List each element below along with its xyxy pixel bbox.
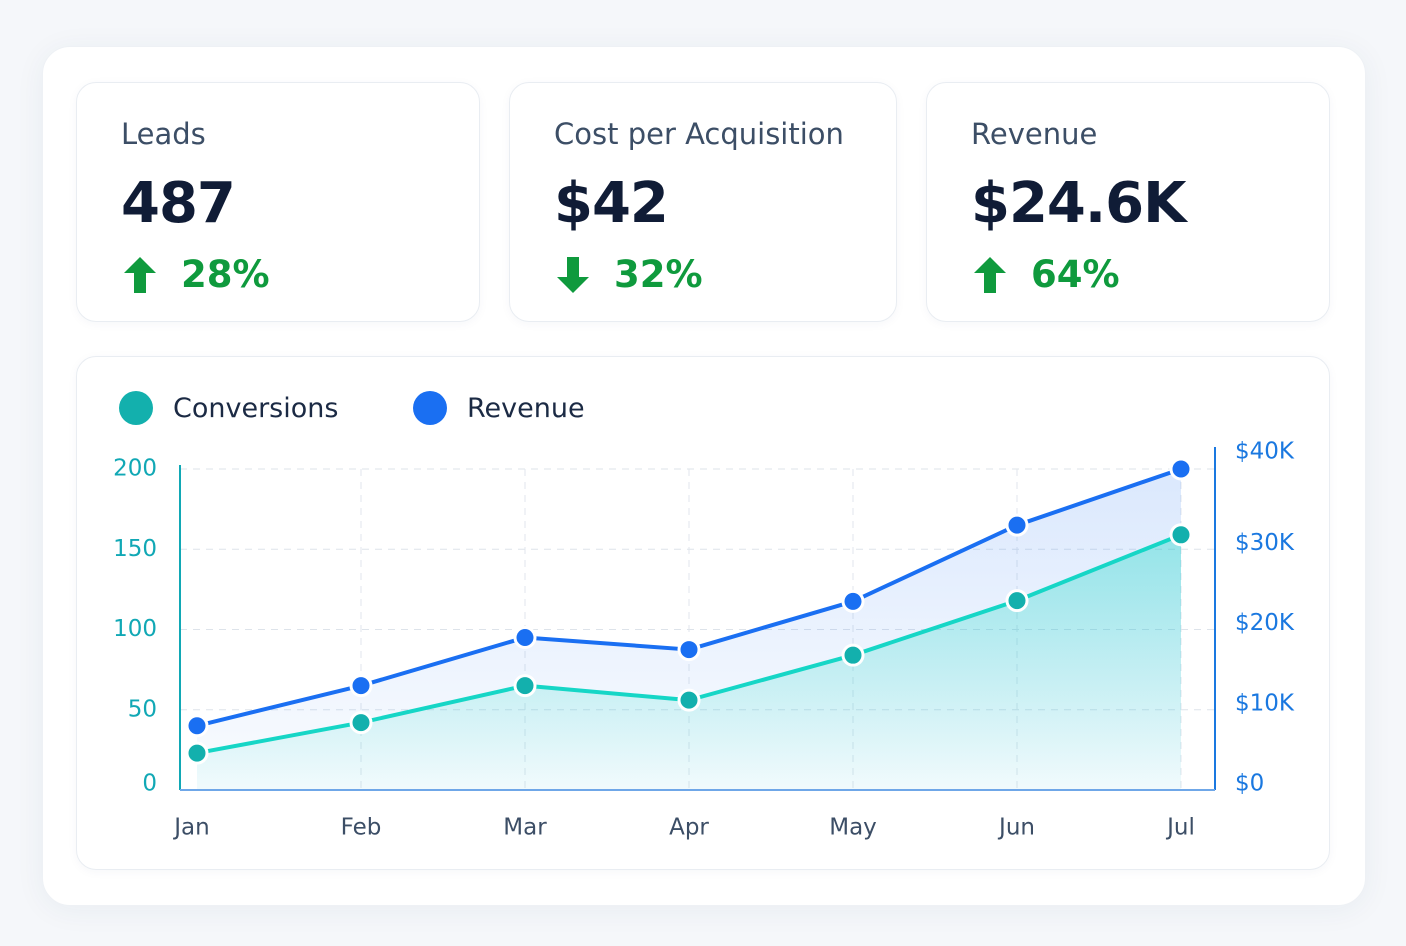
revenue-point bbox=[841, 589, 865, 613]
revenue-point bbox=[1005, 513, 1029, 537]
legend-label: Conversions bbox=[173, 392, 339, 424]
legend-swatch-revenue bbox=[413, 391, 447, 425]
y-left-tick-label: 0 bbox=[142, 771, 157, 797]
revenue-point bbox=[1169, 457, 1193, 481]
kpi-label: Revenue bbox=[971, 117, 1098, 151]
x-tick-label: Jan bbox=[172, 815, 209, 841]
kpi-change: 28% bbox=[121, 253, 270, 296]
revenue-point bbox=[349, 674, 373, 698]
y-right-tick-label: $40K bbox=[1235, 439, 1295, 465]
kpi-card-leads: Leads 487 28% bbox=[76, 82, 480, 322]
y-left-tick-label: 200 bbox=[113, 456, 157, 482]
y-right-tick-label: $10K bbox=[1235, 690, 1295, 716]
line-chart: 0 50 100 150 200 $0 $10K $20K $30K $40K Jan Feb Mar A… bbox=[113, 439, 1295, 841]
x-tick-label: May bbox=[829, 815, 877, 841]
conversions-point bbox=[1169, 523, 1193, 547]
conversions-area bbox=[197, 534, 1181, 790]
y-left-tick-label: 150 bbox=[113, 536, 157, 562]
conversions-point bbox=[1005, 589, 1029, 613]
kpi-value: $24.6K bbox=[971, 171, 1187, 236]
legend-swatch-conversions bbox=[119, 391, 153, 425]
revenue-point bbox=[677, 638, 701, 662]
y-left-tick-label: 50 bbox=[128, 696, 157, 722]
legend-label: Revenue bbox=[467, 392, 585, 424]
chart-card: Conversions Revenue 0 50 100 150 200 $0 $10K $2… bbox=[76, 356, 1330, 870]
kpi-value: $42 bbox=[554, 171, 669, 236]
x-tick-label: Jun bbox=[997, 815, 1035, 841]
conversions-point bbox=[677, 688, 701, 712]
conversions-point bbox=[185, 741, 209, 765]
conversions-point bbox=[349, 711, 373, 735]
y-right-tick-label: $30K bbox=[1235, 530, 1295, 556]
revenue-point bbox=[185, 714, 209, 738]
y-right-tick-label: $0 bbox=[1235, 771, 1264, 797]
kpi-value: 487 bbox=[121, 171, 236, 236]
x-tick-label: Mar bbox=[503, 815, 547, 841]
revenue-point bbox=[513, 626, 537, 650]
kpi-change-value: 28% bbox=[181, 253, 270, 296]
kpi-change-value: 32% bbox=[614, 253, 703, 296]
conversions-point bbox=[841, 643, 865, 667]
conversions-point bbox=[513, 674, 537, 698]
x-tick-label: Jul bbox=[1165, 815, 1195, 841]
arrow-down-icon bbox=[557, 256, 589, 293]
kpi-label: Leads bbox=[121, 117, 206, 151]
kpi-label: Cost per Acquisition bbox=[554, 117, 844, 151]
y-right-tick-label: $20K bbox=[1235, 610, 1295, 636]
legend-item-revenue[interactable]: Revenue bbox=[413, 391, 585, 425]
kpi-change-value: 64% bbox=[1031, 253, 1120, 296]
kpi-change: 32% bbox=[554, 253, 703, 296]
x-tick-label: Apr bbox=[669, 815, 709, 841]
arrow-up-icon bbox=[124, 256, 156, 293]
kpi-change: 64% bbox=[971, 253, 1120, 296]
x-tick-label: Feb bbox=[341, 815, 382, 841]
y-left-tick-label: 100 bbox=[113, 616, 157, 642]
kpi-card-cost-per-acquisition: Cost per Acquisition $42 32% bbox=[509, 82, 897, 322]
arrow-up-icon bbox=[974, 256, 1006, 293]
kpi-card-revenue: Revenue $24.6K 64% bbox=[926, 82, 1330, 322]
legend-item-conversions[interactable]: Conversions bbox=[119, 391, 338, 425]
